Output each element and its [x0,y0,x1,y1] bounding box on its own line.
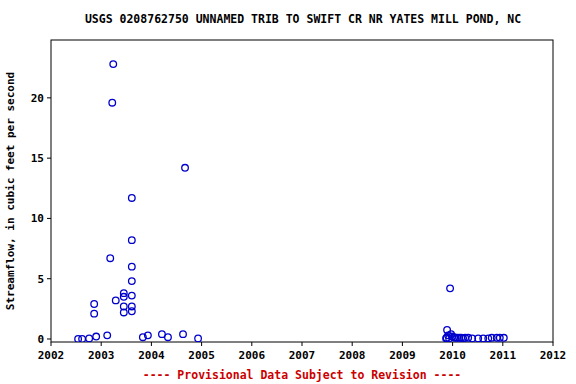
point [145,332,152,339]
x-tick [251,342,252,346]
point [93,333,100,340]
point [91,310,98,317]
x-tick-label: 2002 [38,349,65,362]
point [195,335,202,342]
point [79,336,86,342]
x-tick [402,342,403,346]
y-axis-label: Streamflow, in cubic feet per second [4,72,17,310]
x-tick [201,342,202,346]
x-tick-label: 2009 [389,349,416,362]
x-tick [452,342,453,346]
y-tick-label: 0 [37,333,44,346]
chart: USGS 0208762750 UNNAMED TRIB TO SWIFT CR… [0,0,576,384]
y-tick-label: 5 [37,273,44,286]
point [129,195,136,202]
y-tick-label: 10 [31,212,44,225]
point [112,297,119,304]
y-tick [47,218,51,219]
y-tick-label: 20 [31,92,44,105]
point [107,255,114,262]
point [501,334,508,341]
x-tick-label: 2010 [439,349,466,362]
x-tick [51,342,52,346]
annotation: ---- Provisional Data Subject to Revisio… [143,368,462,382]
point [165,334,172,341]
point [91,301,98,308]
x-tick-label: 2004 [138,349,165,362]
point [120,309,127,316]
title: USGS 0208762750 UNNAMED TRIB TO SWIFT CR… [85,12,521,26]
y-tick-label: 15 [31,152,44,165]
point [129,263,136,270]
x-tick-label: 2005 [188,349,215,362]
plot-frame [51,40,553,342]
x-tick-label: 2006 [239,349,266,362]
x-tick [553,342,554,346]
point [129,237,136,244]
point [129,278,136,285]
point [110,61,117,68]
point [180,331,187,338]
y-tick [47,158,51,159]
point [109,99,116,106]
x-tick [352,342,353,346]
point [86,335,93,342]
y-tick [47,338,51,339]
x-tick-label: 2008 [339,349,366,362]
y-tick [47,278,51,279]
points [75,61,507,342]
x-tick-label: 2011 [490,349,517,362]
x-tick [101,342,102,346]
point [104,332,111,339]
point [129,308,136,315]
x-tick [502,342,503,346]
point [182,164,189,171]
x-tick [151,342,152,346]
x-tick [302,342,303,346]
point [120,293,127,300]
point [447,285,454,292]
x-tick-label: 2012 [540,349,567,362]
x-tick-label: 2003 [88,349,115,362]
y-tick [47,97,51,98]
point [129,292,136,299]
x-tick-label: 2007 [289,349,316,362]
